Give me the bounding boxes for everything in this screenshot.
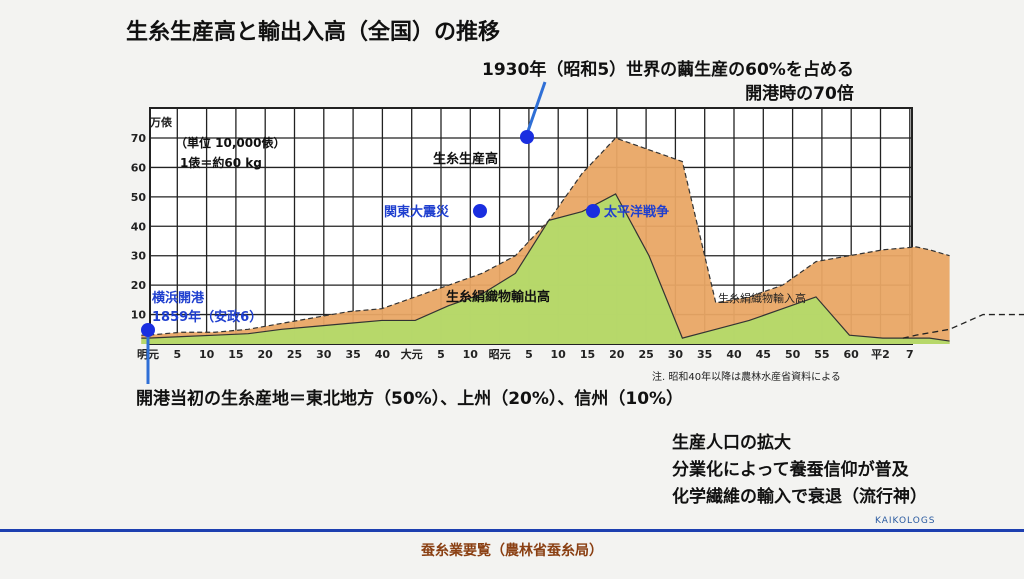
event-dot-yokohama xyxy=(141,323,155,337)
chart-source-note: 注. 昭和40年以降は農林水産省資料による xyxy=(652,370,841,383)
unit-note-1: （単位 10,000俵） xyxy=(175,135,286,150)
x-tick-label: 25 xyxy=(287,348,302,361)
x-tick-label: 10 xyxy=(199,348,215,361)
silk-origin-note: 開港当初の生糸産地＝東北地方（50%）、上州（20%）、信州（10%） xyxy=(136,389,684,409)
x-tick-label: 30 xyxy=(668,348,684,361)
right-note-3: 化学繊維の輸入で衰退（流行神） xyxy=(672,487,927,507)
event-dot-1930 xyxy=(520,130,534,144)
x-tick-label: 10 xyxy=(551,348,567,361)
x-tick-label: 40 xyxy=(375,348,391,361)
x-tick-label: 10 xyxy=(463,348,479,361)
right-notes: 生産人口の拡大 分業化によって養蚕信仰が普及 化学繊維の輸入で衰退（流行神） xyxy=(672,430,927,511)
annotation-line-2: 開港時の70倍 xyxy=(745,84,854,104)
x-tick-label: 5 xyxy=(437,348,445,361)
x-tick-label: 40 xyxy=(726,348,742,361)
y-tick-label: 70 xyxy=(131,132,147,145)
x-tick-label: 7 xyxy=(906,348,914,361)
y-tick-label: 50 xyxy=(131,191,147,204)
x-tick-label: 20 xyxy=(609,348,625,361)
event-yokohama-2: 1859年（安政6） xyxy=(152,309,262,325)
x-tick-label: 25 xyxy=(638,348,653,361)
event-dot-pacific xyxy=(586,204,600,218)
annotation-line-1: 1930年（昭和5）世界の繭生産の60%を占める xyxy=(482,60,854,80)
x-tick-label: 45 xyxy=(756,348,771,361)
x-tick-label: 昭元 xyxy=(489,348,511,361)
x-tick-label: 5 xyxy=(173,348,181,361)
x-tick-label: 35 xyxy=(697,348,712,361)
y-tick-label: 10 xyxy=(131,309,147,322)
series-import-line xyxy=(902,313,1024,339)
x-tick-label: 15 xyxy=(228,348,243,361)
event-yokohama-1: 横浜開港 xyxy=(152,290,205,306)
event-kanto: 関東大震災 xyxy=(384,204,450,220)
chart-areas xyxy=(141,137,1024,344)
x-tick-label: 35 xyxy=(345,348,360,361)
label-import: 生糸絹織物輸入高 xyxy=(718,291,806,305)
annotation-1930: 1930年（昭和5）世界の繭生産の60%を占める 開港時の70倍 xyxy=(482,58,854,106)
page-title: 生糸生産高と輸出入高（全国）の推移 xyxy=(126,20,501,45)
x-tick-label: 20 xyxy=(258,348,274,361)
series-export-area xyxy=(141,193,950,344)
x-tick-label: 15 xyxy=(580,348,595,361)
brand-logo: KAIKOLOGS xyxy=(875,516,936,526)
event-dot-kanto xyxy=(473,204,487,218)
y-tick-label: 60 xyxy=(131,161,147,174)
unit-note-2: 1俵＝約60 kg xyxy=(180,155,262,170)
right-note-1: 生産人口の拡大 xyxy=(672,433,791,453)
x-tick-label: 30 xyxy=(316,348,332,361)
x-tick-label: 55 xyxy=(814,348,829,361)
1930-pointer xyxy=(525,81,547,135)
label-export: 生糸絹織物輸出高 xyxy=(446,289,550,305)
footer-divider xyxy=(0,529,1024,532)
y-tick-label: 40 xyxy=(131,220,147,233)
y-tick-label: 30 xyxy=(131,250,147,263)
x-tick-label: 平2 xyxy=(871,348,890,361)
right-note-2: 分業化によって養蚕信仰が普及 xyxy=(672,460,909,480)
tick-labels: 10203040506070明元510152025303540大元510昭元51… xyxy=(131,132,914,361)
label-production: 生糸生産高 xyxy=(433,151,498,167)
y-axis-label: 万俵 xyxy=(149,115,173,129)
event-pacific: 太平洋戦争 xyxy=(603,204,669,220)
series-export-line xyxy=(141,193,950,342)
x-tick-label: 50 xyxy=(785,348,801,361)
footer-source: 蚕糸業要覧（農林省蚕糸局） xyxy=(421,543,603,559)
y-tick-label: 20 xyxy=(131,279,147,292)
x-tick-label: 大元 xyxy=(401,347,423,361)
x-tick-label: 60 xyxy=(844,348,860,361)
x-tick-label: 5 xyxy=(525,348,533,361)
